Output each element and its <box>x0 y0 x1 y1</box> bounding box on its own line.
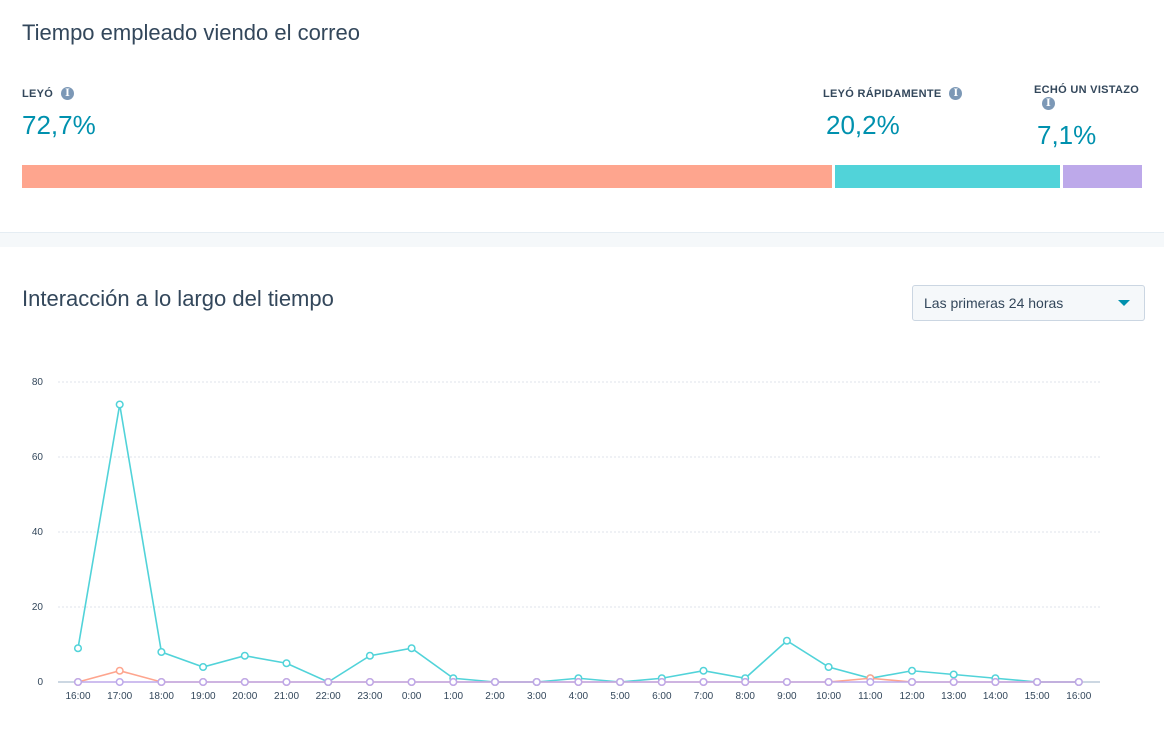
data-point <box>741 677 750 687</box>
x-tick-label: 6:00 <box>652 691 672 702</box>
stat-skimmed-label: LEYÓ RÁPIDAMENTE <box>823 87 942 100</box>
stat-skimmed-label-row: LEYÓ RÁPIDAMENTE i <box>823 87 963 100</box>
data-point <box>199 677 208 687</box>
x-tick-label: 22:00 <box>316 691 341 702</box>
data-point <box>699 677 708 687</box>
data-point <box>949 677 958 687</box>
info-icon[interactable]: i <box>61 87 75 100</box>
y-tick-label: 40 <box>32 527 44 538</box>
x-tick-label: 3:00 <box>527 691 547 702</box>
stat-glanced-label: ECHÓ UN VISTAZO <box>1034 84 1140 96</box>
x-tick-label: 5:00 <box>610 691 630 702</box>
x-tick-label: 16:00 <box>65 691 90 702</box>
data-point <box>782 677 791 687</box>
stat-read-label-row: LEYÓ i <box>22 87 96 100</box>
y-tick-label: 60 <box>32 452 44 463</box>
x-tick-label: 11:00 <box>858 691 883 702</box>
data-point <box>616 677 625 687</box>
data-point <box>407 677 416 687</box>
y-tick-label: 20 <box>32 602 44 613</box>
stat-glanced-value: 7,1% <box>1037 120 1097 150</box>
data-point <box>73 644 83 653</box>
data-point <box>365 651 374 660</box>
time-range-dropdown[interactable]: Las primeras 24 horas <box>912 285 1145 321</box>
series-line <box>77 404 1079 683</box>
data-point <box>782 636 791 645</box>
data-point <box>157 647 166 657</box>
stat-read: LEYÓ i 72,7% <box>22 87 96 141</box>
x-tick-label: 19:00 <box>191 691 216 702</box>
stat-skimmed: LEYÓ RÁPIDAMENTE i 20,2% <box>823 87 963 141</box>
x-tick-label: 16:00 <box>1066 691 1091 702</box>
data-point <box>407 644 416 653</box>
data-point <box>115 677 124 687</box>
data-point <box>949 670 958 679</box>
time-spent-title: Tiempo empleado viendo el correo <box>22 20 360 45</box>
x-tick-label: 2:00 <box>485 691 505 702</box>
interaction-title: Interacción a lo largo del tiempo <box>22 286 334 311</box>
caret-down-icon <box>1118 300 1130 306</box>
stat-skimmed-value: 20,2% <box>826 110 900 140</box>
stat-read-label: LEYÓ <box>22 87 54 100</box>
data-point <box>73 677 83 687</box>
data-point <box>240 651 249 660</box>
x-tick-label: 21:00 <box>274 691 299 702</box>
data-point <box>324 677 333 687</box>
data-point <box>824 677 833 687</box>
data-point <box>199 662 208 672</box>
stat-glanced-label-row: ECHÓ UN VISTAZO i <box>1034 84 1154 110</box>
data-point <box>824 662 833 672</box>
x-tick-label: 7:00 <box>694 691 714 702</box>
x-tick-label: 4:00 <box>569 691 589 702</box>
data-point <box>907 666 917 675</box>
data-point <box>449 677 458 687</box>
data-point <box>866 677 875 687</box>
info-icon[interactable]: i <box>949 87 963 100</box>
stat-read-value: 72,7% <box>22 110 96 140</box>
data-point <box>907 677 917 687</box>
x-tick-label: 9:00 <box>777 691 797 702</box>
x-tick-label: 10:00 <box>816 691 841 702</box>
data-point <box>157 677 166 687</box>
x-tick-label: 12:00 <box>899 691 924 702</box>
data-point <box>115 666 124 675</box>
bar-segment-read[interactable] <box>22 165 832 188</box>
x-tick-label: 23:00 <box>357 691 382 702</box>
x-tick-label: 20:00 <box>232 691 257 702</box>
x-tick-label: 15:00 <box>1025 691 1050 702</box>
x-tick-label: 18:00 <box>149 691 174 702</box>
y-tick-label: 0 <box>37 677 43 688</box>
data-point <box>490 677 500 687</box>
info-icon[interactable]: i <box>1042 97 1055 110</box>
time-distribution-bar <box>22 165 1142 188</box>
data-point <box>991 677 1000 687</box>
interaction-line-chart: 0 20 40 60 80 16:00 17:00 18:00 19:00 20:00 21:00 2… <box>32 377 1100 702</box>
x-tick-label: 8:00 <box>735 691 755 702</box>
data-point <box>365 677 374 687</box>
data-point <box>115 400 124 409</box>
data-point <box>1074 677 1083 687</box>
data-point <box>574 677 583 687</box>
data-point <box>282 659 291 668</box>
section-divider <box>0 232 1164 247</box>
x-tick-label: 13:00 <box>941 691 966 702</box>
time-range-selected: Las primeras 24 horas <box>924 295 1064 311</box>
data-point <box>532 677 541 687</box>
data-point <box>240 677 249 687</box>
data-point <box>699 666 708 675</box>
bar-segment-skimmed[interactable] <box>834 165 1060 188</box>
data-point <box>657 677 666 687</box>
data-point <box>1033 677 1042 687</box>
data-point <box>282 677 291 687</box>
bar-segment-glanced[interactable] <box>1062 165 1142 188</box>
x-tick-label: 1:00 <box>444 691 464 702</box>
stat-glanced: ECHÓ UN VISTAZO i 7,1% <box>1034 84 1154 151</box>
y-tick-label: 80 <box>32 377 44 388</box>
x-tick-label: 0:00 <box>402 691 422 702</box>
x-tick-label: 17:00 <box>107 691 132 702</box>
x-tick-label: 14:00 <box>983 691 1008 702</box>
